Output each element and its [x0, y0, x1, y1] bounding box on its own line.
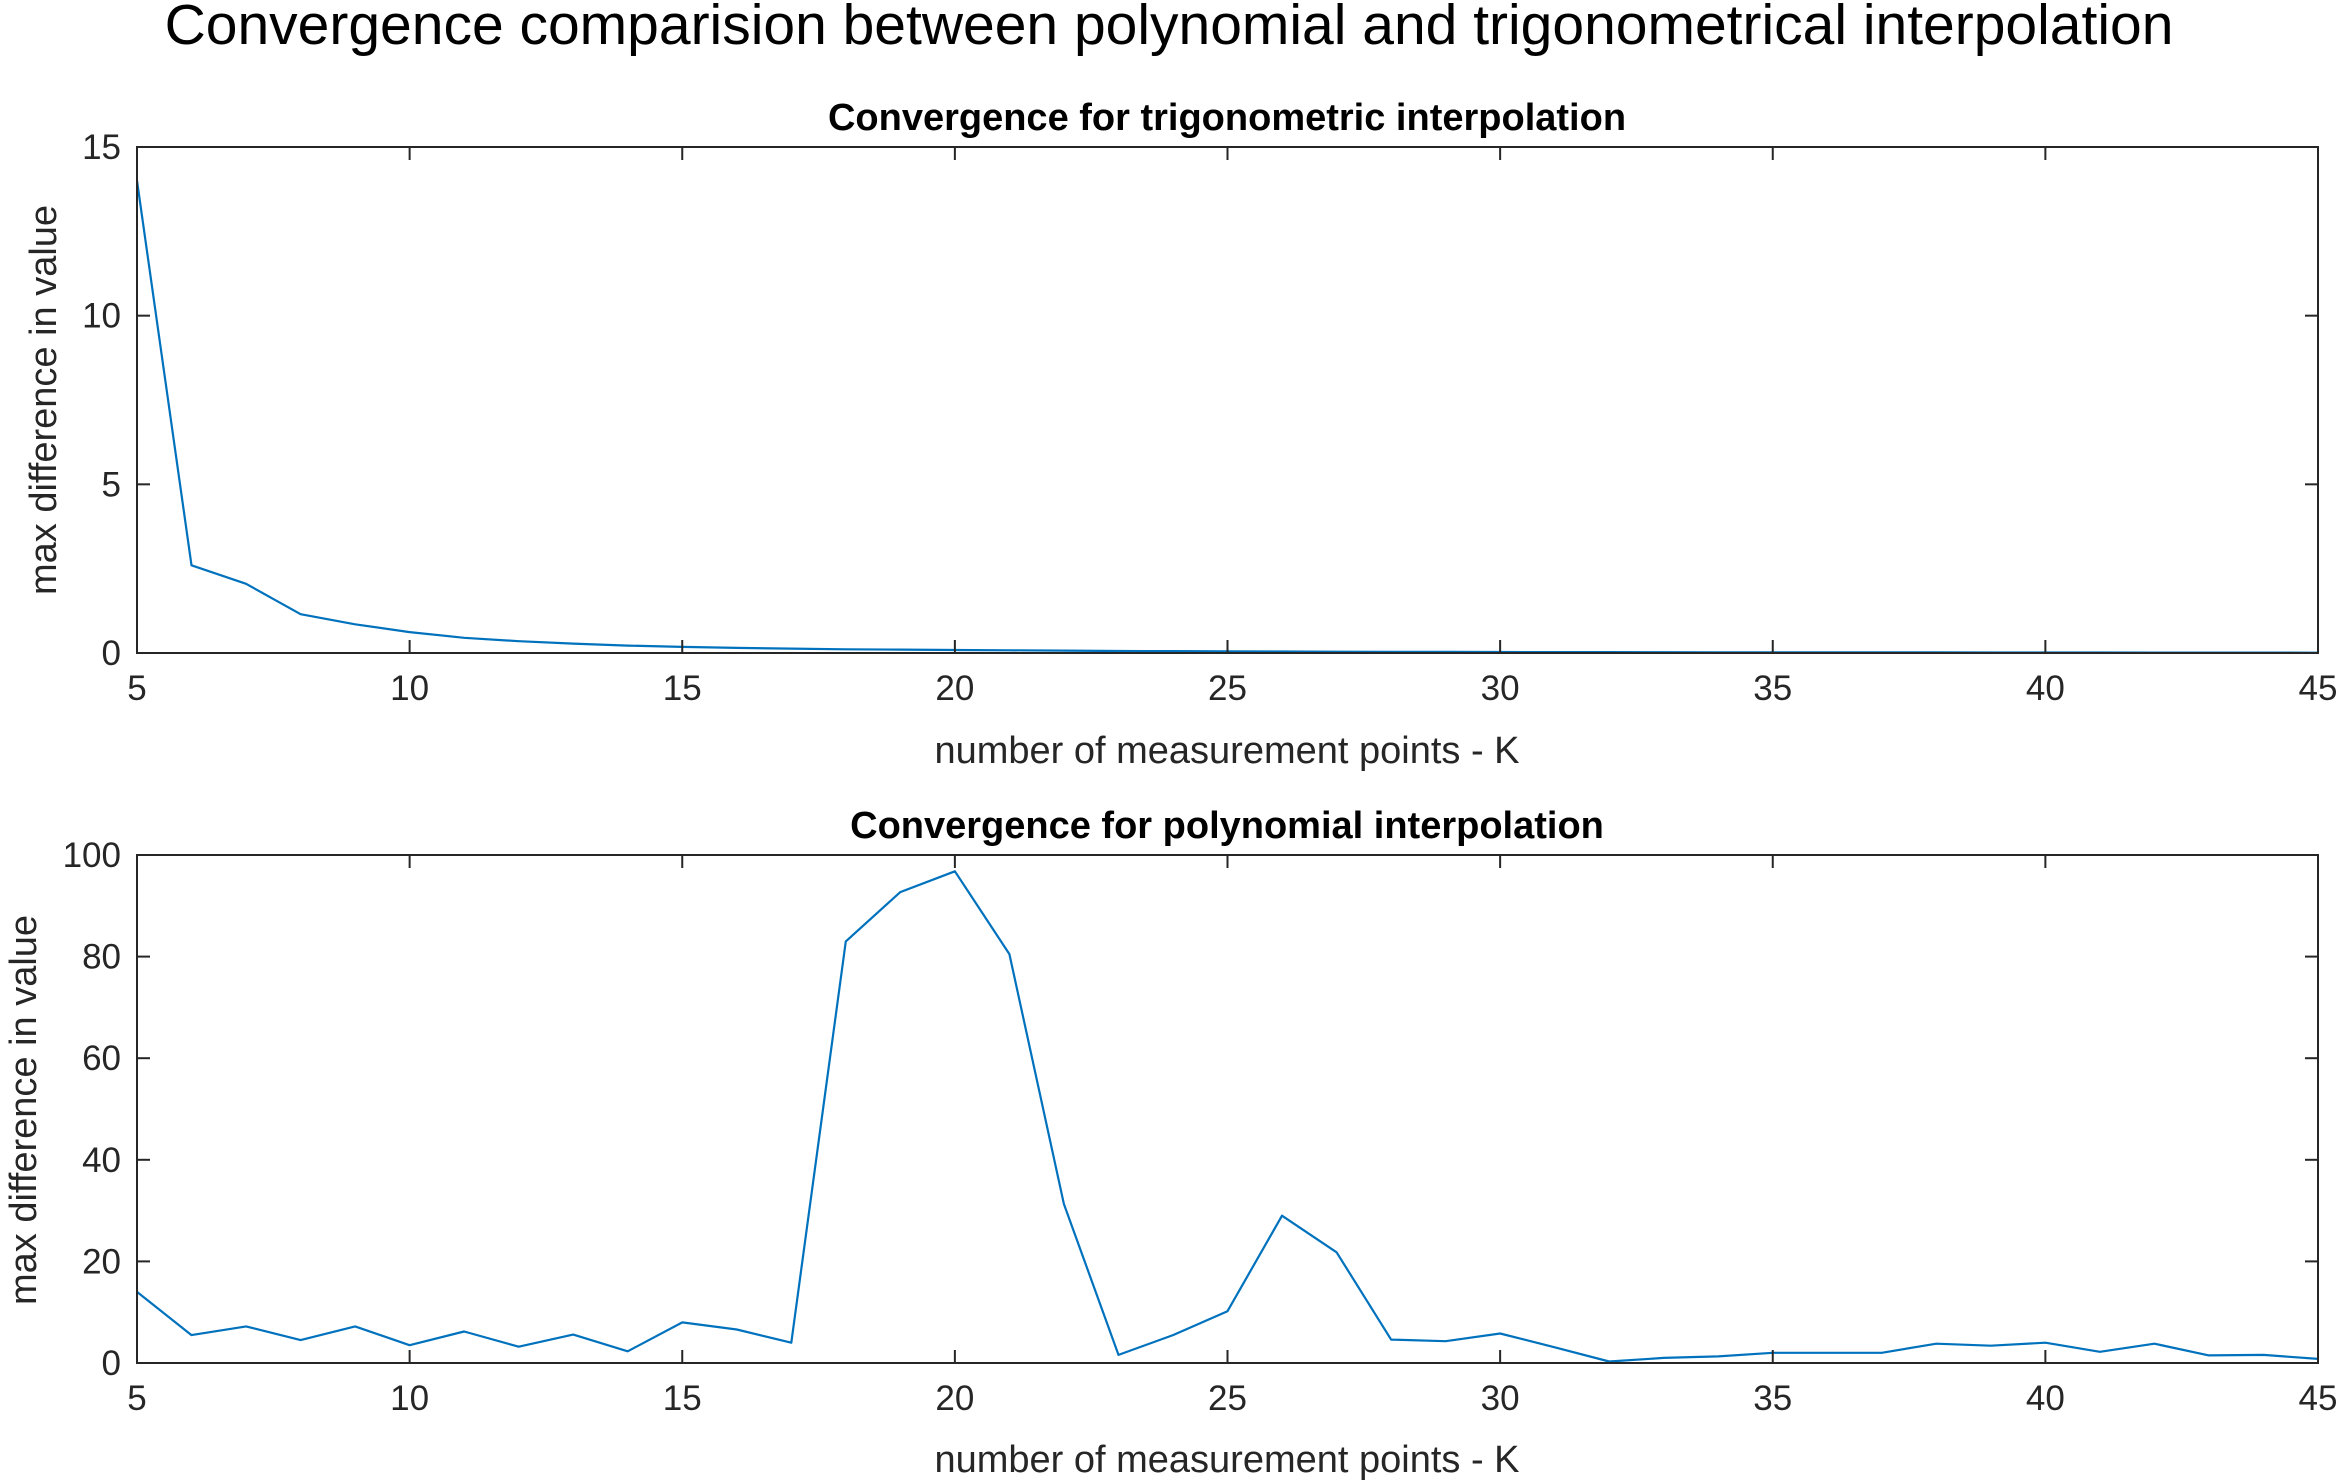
- polynomial-axes: Convergence for polynomial interpolation…: [3, 805, 2337, 1481]
- polynomial-y-tick-label: 60: [82, 1039, 121, 1078]
- trigonometric-series-line: [135, 180, 2319, 654]
- polynomial-y-axis-label: max difference in value: [3, 915, 45, 1305]
- trigonometric-axes-frame: [136, 146, 2319, 654]
- trigonometric-y-tick-label: 5: [102, 465, 121, 504]
- polynomial-x-tick-label: 35: [1753, 1379, 1792, 1418]
- trigonometric-x-tick-label: 45: [2299, 669, 2338, 708]
- figure-title: Convergence comparision between polynomi…: [165, 0, 2174, 57]
- trigonometric-axes: Convergence for trigonometric interpolat…: [23, 97, 2337, 772]
- trigonometric-x-tick-label: 25: [1208, 669, 1247, 708]
- trigonometric-y-tick-label: 10: [82, 297, 121, 336]
- polynomial-y-tick-label: 80: [82, 938, 121, 977]
- polynomial-y-tick-label: 20: [82, 1242, 121, 1281]
- polynomial-chart-title: Convergence for polynomial interpolation: [850, 805, 1604, 847]
- trigonometric-y-tick-label: 15: [82, 128, 121, 167]
- trigonometric-x-tick-label: 40: [2026, 669, 2065, 708]
- polynomial-x-axis-label: number of measurement points - K: [934, 1439, 1519, 1481]
- polynomial-x-tick-label: 40: [2026, 1379, 2065, 1418]
- trigonometric-y-axis-label: max difference in value: [23, 205, 65, 595]
- trigonometric-y-tick-label: 0: [102, 634, 121, 673]
- trigonometric-chart-title: Convergence for trigonometric interpolat…: [828, 97, 1626, 139]
- polynomial-y-tick-label: 100: [63, 836, 121, 875]
- trigonometric-x-tick-label: 30: [1481, 669, 1520, 708]
- trigonometric-x-tick-label: 35: [1753, 669, 1792, 708]
- polynomial-axes-frame: [136, 854, 2319, 1364]
- trigonometric-x-axis-label: number of measurement points - K: [934, 730, 1519, 772]
- trigonometric-x-tick-label: 20: [935, 669, 974, 708]
- polynomial-x-tick-label: 45: [2299, 1379, 2338, 1418]
- polynomial-x-tick-label: 15: [663, 1379, 702, 1418]
- polynomial-x-tick-label: 20: [935, 1379, 974, 1418]
- trigonometric-x-tick-label: 5: [127, 669, 146, 708]
- polynomial-y-tick-label: 0: [102, 1344, 121, 1383]
- polynomial-x-tick-label: 10: [390, 1379, 429, 1418]
- polynomial-x-tick-label: 5: [127, 1379, 146, 1418]
- trigonometric-x-tick-label: 15: [663, 669, 702, 708]
- polynomial-y-tick-label: 40: [82, 1141, 121, 1180]
- polynomial-x-tick-label: 25: [1208, 1379, 1247, 1418]
- polynomial-series-line: [136, 870, 2319, 1363]
- trigonometric-x-tick-label: 10: [390, 669, 429, 708]
- polynomial-x-tick-label: 30: [1481, 1379, 1520, 1418]
